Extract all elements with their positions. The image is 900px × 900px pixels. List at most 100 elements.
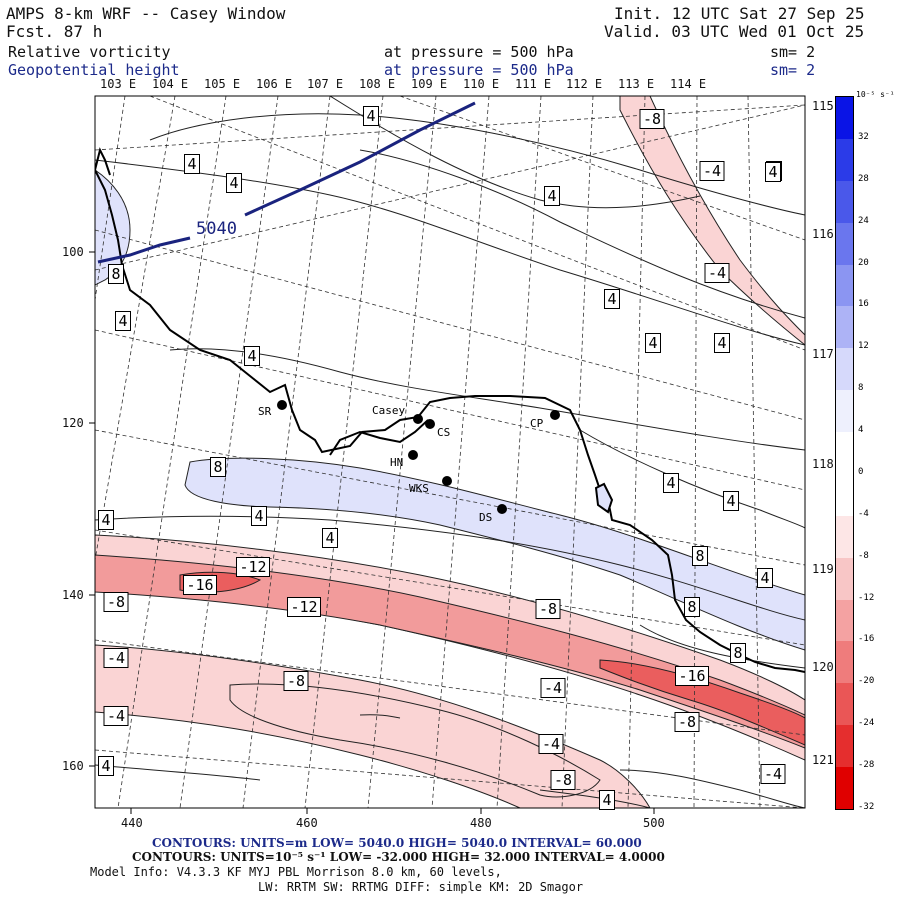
contour-label: 8 xyxy=(730,643,746,663)
svg-text:4: 4 xyxy=(666,474,675,492)
colorbar-swatch xyxy=(836,473,853,516)
colorbar-swatch xyxy=(836,180,853,223)
svg-text:4: 4 xyxy=(254,507,263,525)
colorbar-swatch xyxy=(836,138,853,181)
contour-label: -4 xyxy=(699,161,725,181)
x-tick-label: 480 xyxy=(470,816,492,830)
contour-label: 4 xyxy=(723,491,739,511)
colorbar-label: -16 xyxy=(858,634,875,645)
contour-label: 4 xyxy=(98,510,114,530)
contour-label: 4 xyxy=(757,568,773,588)
valid-time: Valid. 03 UTC Wed 01 Oct 25 xyxy=(604,22,865,41)
svg-text:4: 4 xyxy=(760,569,769,587)
contour-label: 4 xyxy=(604,289,620,309)
longitude-label: 108 E xyxy=(359,77,396,91)
station-dot xyxy=(497,504,507,514)
contour-label: 4 xyxy=(226,173,242,193)
contour-label: 4 xyxy=(663,473,679,493)
svg-text:-4: -4 xyxy=(107,707,125,725)
contour-label: 4 xyxy=(115,311,131,331)
map-frame xyxy=(94,95,806,809)
svg-text:-8: -8 xyxy=(287,672,305,690)
contour-label: -8 xyxy=(103,592,129,612)
svg-text:4: 4 xyxy=(648,334,657,352)
station-label: CP xyxy=(530,417,544,430)
station-markers: SR Casey CS CP HN WKS DS xyxy=(258,400,560,524)
contour-label: -4 xyxy=(540,678,566,698)
longitude-label: 106 E xyxy=(256,77,293,91)
colorbar-swatch xyxy=(836,683,853,726)
colorbar-label: 32 xyxy=(858,131,869,142)
svg-text:8: 8 xyxy=(213,458,222,476)
svg-text:-8: -8 xyxy=(554,771,572,789)
footer-height-contours: CONTOURS: UNITS=m LOW= 5040.0 HIGH= 5040… xyxy=(152,836,642,850)
colorbar-label: 28 xyxy=(858,173,869,184)
colorbar xyxy=(835,96,854,810)
height-contour-5040b xyxy=(244,101,476,217)
svg-text:-4: -4 xyxy=(708,264,726,282)
forecast-hour: Fcst. 87 h xyxy=(6,22,103,41)
longitude-label: 111 E xyxy=(515,77,552,91)
colorbar-label: -4 xyxy=(858,508,869,519)
contour-label: 4 xyxy=(184,154,200,174)
height-contour-label: 5040 xyxy=(196,219,237,239)
contour-label: 8 xyxy=(210,457,226,477)
contour-label: -8 xyxy=(674,712,700,732)
colorbar-label: -20 xyxy=(858,676,875,687)
contour-label: 4 xyxy=(363,106,379,126)
svg-text:8: 8 xyxy=(111,265,120,283)
colorbar-label: -24 xyxy=(858,718,875,729)
contour-label: -16 xyxy=(183,575,217,595)
y-tick-label: 120 xyxy=(62,416,84,430)
contour-label: 4 xyxy=(714,333,730,353)
footer-vorticity-contours: CONTOURS: UNITS=10⁻⁵ s⁻¹ LOW= -32.000 HI… xyxy=(132,850,665,864)
positive-vorticity-band xyxy=(184,457,805,651)
contour-label: 4 xyxy=(645,333,661,353)
height-contour-5040 xyxy=(97,236,191,264)
station-label: DS xyxy=(479,511,492,524)
station-dot xyxy=(442,476,452,486)
colorbar-swatch xyxy=(836,599,853,642)
longitude-label: 103 E xyxy=(100,77,137,91)
station-dot xyxy=(550,410,560,420)
x-tick-label: 460 xyxy=(296,816,318,830)
contour-label: -4 xyxy=(704,263,730,283)
longitude-label: 113 E xyxy=(618,77,655,91)
colorbar-swatch xyxy=(836,767,853,809)
colorbar-label: 12 xyxy=(858,341,869,352)
contour-label: 4 xyxy=(251,506,267,526)
station-label: Casey xyxy=(372,404,405,417)
colorbar-label: 4 xyxy=(858,425,864,436)
svg-text:4: 4 xyxy=(607,290,616,308)
svg-text:4: 4 xyxy=(229,174,238,192)
longitude-label: 105 E xyxy=(204,77,241,91)
colorbar-swatch xyxy=(836,306,853,349)
colorbar-label: -12 xyxy=(858,592,875,603)
colorbar-unit: 10⁻⁵ s⁻¹ xyxy=(856,90,895,99)
longitude-label: 107 E xyxy=(307,77,344,91)
coastline-inlet xyxy=(329,419,429,456)
svg-text:-4: -4 xyxy=(107,649,125,667)
longitude-label: 110 E xyxy=(463,77,500,91)
x-tick-label: 500 xyxy=(643,816,665,830)
field2-smoothing: sm= 2 xyxy=(770,61,816,79)
svg-text:4: 4 xyxy=(101,511,110,529)
contour-label: 8 xyxy=(108,264,124,284)
station-label: WKS xyxy=(409,482,429,495)
svg-text:-4: -4 xyxy=(544,679,562,697)
field1-level: at pressure = 500 hPa xyxy=(384,43,574,61)
colorbar-swatch xyxy=(836,97,853,139)
coastline-west xyxy=(95,147,111,176)
field2-name: Geopotential height xyxy=(8,61,180,79)
station-dot xyxy=(408,450,418,460)
contour-labels: 4 4 4 4 4 -8 -4 4 4 -4 8 4 4 4 4 4 8 4 4 4 8 4 8 8 -12 -16 -8 -12 -8… xyxy=(98,106,786,810)
colorbar-label: 0 xyxy=(858,466,864,477)
svg-text:4: 4 xyxy=(118,312,127,330)
colorbar-label: -28 xyxy=(858,760,875,771)
x-tick-label: 440 xyxy=(121,816,143,830)
svg-text:-4: -4 xyxy=(542,735,560,753)
svg-text:4: 4 xyxy=(101,757,110,775)
field1-smoothing: sm= 2 xyxy=(770,43,816,61)
svg-text:4: 4 xyxy=(717,334,726,352)
